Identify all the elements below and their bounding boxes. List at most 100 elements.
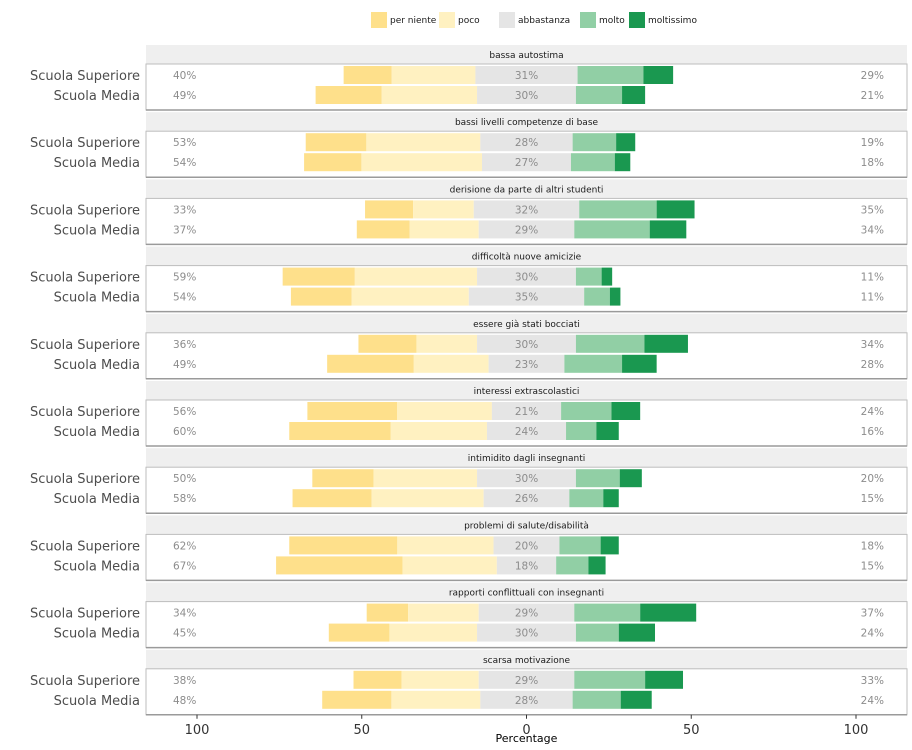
legend-key-3	[580, 12, 596, 28]
bar-segment-4	[619, 469, 642, 488]
pct-neutral: 24%	[515, 426, 538, 438]
panel-strip	[146, 381, 907, 400]
panel-title: derisione da parte di altri studenti	[450, 185, 604, 195]
bar-segment-3	[559, 536, 601, 555]
bar-segment-4	[596, 422, 619, 440]
pct-low: 49%	[173, 90, 196, 102]
pct-low: 60%	[173, 426, 196, 438]
bar-segment-4	[622, 354, 657, 373]
pct-high: 20%	[861, 473, 884, 485]
panel-title: interessi extrascolastici	[474, 387, 580, 397]
bar-segment-3	[556, 556, 589, 575]
bar-segment-2	[496, 556, 557, 575]
x-tick-label: 50	[353, 723, 370, 738]
bar-segment-2	[475, 66, 578, 84]
row-label: Scuola Superiore	[30, 338, 140, 353]
bar-segment-1	[402, 556, 497, 575]
panel-strip	[146, 448, 907, 468]
pct-high: 15%	[861, 493, 884, 505]
pct-high: 21%	[861, 90, 884, 102]
bar-segment-4	[616, 133, 636, 152]
bar-segment-1	[397, 536, 494, 555]
pct-low: 50%	[173, 473, 196, 485]
row-label: Scuola Superiore	[30, 607, 140, 622]
row-label: Scuola Media	[54, 156, 140, 171]
row-label: Scuola Superiore	[30, 405, 140, 420]
bar-segment-3	[575, 469, 620, 488]
pct-neutral: 29%	[515, 608, 538, 620]
bar-segment-0	[315, 86, 382, 104]
pct-low: 62%	[173, 540, 196, 552]
bar-segment-1	[366, 133, 481, 152]
bar-segment-2	[477, 86, 576, 104]
pct-neutral: 28%	[515, 695, 538, 707]
pct-high: 18%	[861, 157, 884, 169]
pct-high: 37%	[861, 608, 884, 620]
bar-segment-3	[561, 402, 612, 420]
panel-strip	[146, 582, 907, 602]
row-label: Scuola Media	[54, 291, 140, 306]
pct-neutral: 27%	[515, 157, 538, 169]
legend-label-3: molto	[599, 16, 625, 26]
bar-segment-1	[401, 670, 479, 689]
bar-segment-4	[603, 489, 619, 508]
bar-segment-1	[361, 153, 483, 172]
pct-low: 49%	[173, 359, 196, 371]
pct-low: 56%	[173, 406, 196, 418]
legend-key-0	[371, 12, 387, 28]
panel-title: problemi di salute/disabilità	[464, 521, 589, 531]
row-label: Scuola Media	[54, 425, 140, 440]
legend-label-0: per niente	[390, 16, 437, 26]
panel-strip	[146, 45, 907, 64]
bar-segment-0	[289, 422, 391, 440]
bar-segment-2	[482, 153, 571, 172]
bar-segment-0	[358, 334, 417, 353]
pct-low: 54%	[173, 292, 196, 304]
bar-segment-2	[477, 267, 576, 286]
bar-segment-4	[588, 556, 606, 575]
bar-segment-3	[569, 489, 604, 508]
bar-segment-1	[391, 66, 476, 84]
pct-high: 34%	[861, 224, 884, 236]
bar-segment-4	[640, 603, 697, 622]
pct-neutral: 18%	[515, 560, 538, 572]
pct-high: 29%	[861, 70, 884, 82]
pct-low: 48%	[173, 695, 196, 707]
bar-segment-3	[574, 603, 641, 622]
pct-low: 40%	[173, 70, 196, 82]
bar-segment-2	[480, 133, 573, 152]
bar-segment-3	[575, 334, 645, 353]
bar-segment-0	[307, 402, 398, 420]
pct-high: 24%	[861, 628, 884, 640]
bar-segment-1	[391, 690, 481, 709]
bar-segment-1	[371, 489, 484, 508]
bar-segment-1	[416, 334, 478, 353]
row-label: Scuola Superiore	[30, 69, 140, 84]
bar-segment-1	[413, 354, 489, 373]
row-label: Scuola Superiore	[30, 472, 140, 487]
pct-high: 35%	[861, 204, 884, 216]
pct-high: 24%	[861, 695, 884, 707]
pct-neutral: 30%	[515, 90, 538, 102]
bar-segment-4	[649, 220, 687, 239]
bar-segment-0	[289, 536, 398, 555]
pct-low: 34%	[173, 608, 196, 620]
legend-label-4: moltissimo	[648, 16, 697, 26]
pct-low: 59%	[173, 272, 196, 284]
panel-strip	[146, 179, 907, 199]
bar-segment-0	[328, 623, 390, 642]
bar-segment-0	[366, 603, 409, 622]
panel-title: intimidito dagli insegnanti	[468, 454, 586, 464]
pct-low: 33%	[173, 204, 196, 216]
row-label: Scuola Media	[54, 89, 140, 104]
bar-segment-4	[643, 66, 674, 84]
legend-key-1	[439, 12, 455, 28]
panel-title: bassi livelli competenze di base	[455, 118, 599, 128]
bar-segment-0	[290, 287, 352, 306]
pct-high: 19%	[861, 137, 884, 149]
bar-segment-0	[343, 66, 392, 84]
bar-segment-1	[413, 200, 474, 219]
bar-segment-3	[575, 623, 619, 642]
pct-low: 36%	[173, 339, 196, 351]
